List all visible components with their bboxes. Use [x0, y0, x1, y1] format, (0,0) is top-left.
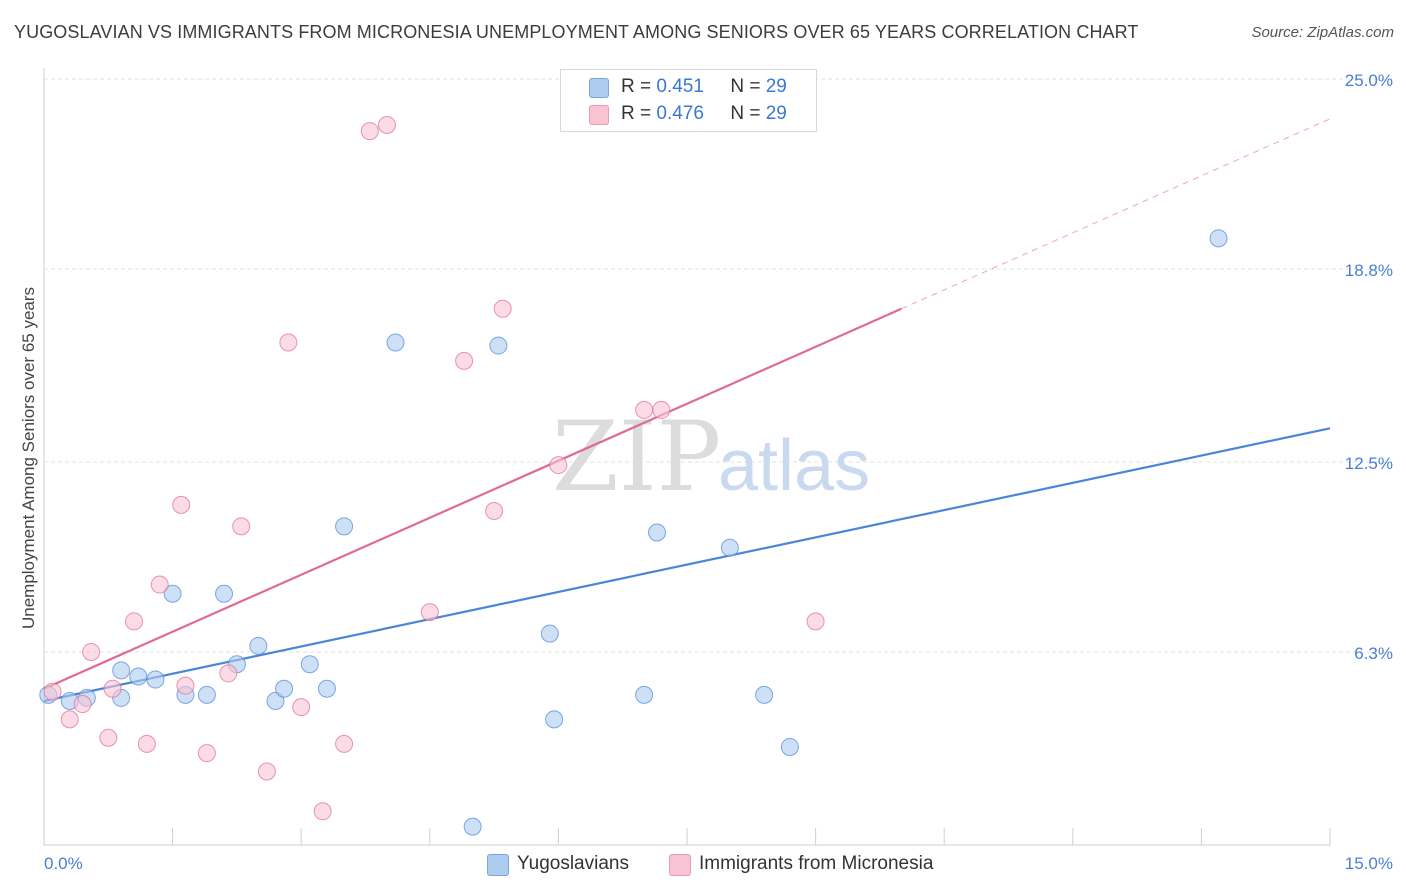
- data-points: [39, 115, 1228, 836]
- n-label: N =: [730, 76, 766, 97]
- point-yugoslavians: [275, 679, 294, 698]
- trend-line-micronesia: [43, 307, 902, 690]
- point-micronesia: [43, 682, 62, 701]
- n-value: 29: [765, 103, 787, 124]
- point-yugoslavians: [755, 685, 774, 704]
- y-tick-labels: 6.3% 12.5% 18.8% 25.0%: [1345, 71, 1393, 663]
- point-micronesia: [335, 734, 354, 753]
- bottom-legend-label: Yugoslavians: [517, 853, 629, 874]
- y-tick-label: 12.5%: [1345, 454, 1393, 473]
- point-micronesia: [493, 299, 512, 318]
- axes: [43, 68, 1331, 846]
- legend-text: R = 0.451 N = 29: [621, 76, 787, 98]
- y-tick-label: 25.0%: [1345, 71, 1393, 90]
- point-micronesia: [485, 502, 504, 521]
- bottom-legend-label: Immigrants from Micronesia: [699, 853, 934, 874]
- point-yugoslavians: [112, 661, 131, 680]
- x-tick-label: 0.0%: [44, 854, 83, 873]
- point-micronesia: [292, 698, 311, 717]
- point-micronesia: [257, 762, 276, 781]
- chart-title: YUGOSLAVIAN VS IMMIGRANTS FROM MICRONESI…: [14, 22, 1139, 42]
- bottom-legend-swatch-yugoslavians: [487, 854, 509, 876]
- point-yugoslavians: [146, 670, 165, 689]
- r-value: 0.451: [656, 76, 704, 97]
- point-yugoslavians: [249, 636, 268, 655]
- point-micronesia: [313, 802, 332, 821]
- point-yugoslavians: [197, 685, 216, 704]
- point-yugoslavians: [780, 737, 799, 756]
- point-yugoslavians: [489, 336, 508, 355]
- point-yugoslavians: [129, 667, 148, 686]
- source-label: Source: ZipAtlas.com: [1251, 24, 1394, 41]
- bottom-legend-swatch-micronesia: [669, 854, 691, 876]
- y-tick-label: 6.3%: [1354, 644, 1393, 663]
- correlation-legend: R = 0.451 N = 29 R = 0.476 N = 29: [560, 69, 817, 132]
- point-yugoslavians: [215, 584, 234, 603]
- point-micronesia: [549, 456, 568, 475]
- point-micronesia: [82, 642, 101, 661]
- watermark: ZIP atlas: [552, 401, 870, 513]
- point-micronesia: [635, 400, 654, 419]
- n-value: 29: [765, 76, 787, 97]
- point-yugoslavians: [163, 584, 182, 603]
- point-micronesia: [99, 728, 118, 747]
- point-yugoslavians: [266, 691, 285, 710]
- x-tick-label: 15.0%: [1345, 854, 1393, 873]
- point-micronesia: [279, 333, 298, 352]
- legend-text: R = 0.476 N = 29: [621, 103, 787, 125]
- point-yugoslavians: [635, 685, 654, 704]
- point-micronesia: [652, 400, 671, 419]
- r-label: R =: [621, 103, 657, 124]
- trend-line-yugoslavians: [43, 427, 1331, 703]
- legend-swatch-yugoslavians: [589, 78, 609, 98]
- point-yugoslavians: [720, 538, 739, 557]
- grid-lines: [44, 78, 1394, 653]
- point-yugoslavians: [317, 679, 336, 698]
- point-yugoslavians: [647, 523, 666, 542]
- point-micronesia: [60, 710, 79, 729]
- r-value: 0.476: [656, 103, 704, 124]
- point-micronesia: [360, 122, 379, 141]
- point-micronesia: [176, 676, 195, 695]
- point-micronesia: [137, 734, 156, 753]
- legend-swatch-micronesia: [589, 105, 609, 125]
- point-micronesia: [197, 744, 216, 763]
- y-axis-title: Unemployment Among Seniors over 65 years: [19, 287, 38, 629]
- watermark-atlas: atlas: [718, 426, 870, 506]
- point-micronesia: [806, 612, 825, 631]
- point-micronesia: [377, 115, 396, 134]
- point-micronesia: [420, 603, 439, 622]
- r-label: R =: [621, 76, 657, 97]
- point-yugoslavians: [463, 817, 482, 836]
- point-micronesia: [103, 679, 122, 698]
- watermark-zip: ZIP: [552, 401, 721, 513]
- point-micronesia: [219, 664, 238, 683]
- point-micronesia: [455, 351, 474, 370]
- point-yugoslavians: [300, 655, 319, 674]
- x-tick-labels: 0.0% 15.0%: [44, 854, 1393, 873]
- point-yugoslavians: [1209, 229, 1228, 248]
- point-micronesia: [150, 575, 169, 594]
- trend-lines: [43, 118, 1331, 703]
- point-micronesia: [232, 517, 251, 536]
- point-yugoslavians: [386, 333, 405, 352]
- point-micronesia: [73, 695, 92, 714]
- y-tick-label: 18.8%: [1345, 261, 1393, 280]
- n-label: N =: [730, 103, 766, 124]
- point-micronesia: [125, 612, 144, 631]
- trend-extension-micronesia: [901, 118, 1331, 310]
- point-yugoslavians: [545, 710, 564, 729]
- point-yugoslavians: [335, 517, 354, 536]
- point-yugoslavians: [540, 624, 559, 643]
- point-micronesia: [172, 495, 191, 514]
